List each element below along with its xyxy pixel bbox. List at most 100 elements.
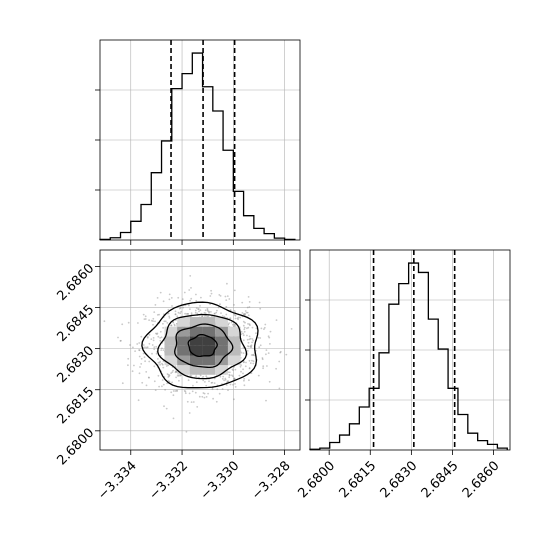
sample-point — [213, 312, 216, 315]
sample-point — [204, 312, 207, 315]
sample-point — [213, 312, 216, 315]
sample-point — [144, 346, 146, 349]
sample-point — [255, 332, 257, 335]
sample-point — [241, 301, 244, 304]
sample-point — [167, 380, 170, 382]
joint-density-frame — [99, 249, 301, 451]
sample-point — [188, 304, 190, 307]
sample-point — [234, 386, 237, 388]
sample-point — [144, 360, 147, 363]
sample-point — [230, 321, 233, 324]
sample-point — [127, 321, 130, 324]
sample-point — [172, 390, 175, 392]
sample-point — [212, 397, 215, 400]
sample-point — [252, 339, 255, 342]
sample-point — [161, 362, 163, 365]
sample-point — [204, 315, 206, 317]
sample-point — [279, 350, 282, 353]
sample-point — [141, 381, 144, 384]
sample-point — [198, 395, 201, 398]
sample-point — [137, 322, 139, 324]
sample-point — [249, 346, 252, 348]
sample-point — [178, 307, 181, 310]
sample-point — [192, 401, 195, 403]
sample-point — [170, 297, 173, 299]
density-cell — [164, 355, 178, 366]
density-cell — [164, 326, 178, 337]
sample-point — [138, 349, 141, 351]
histogram-step-line — [309, 262, 508, 450]
sample-point — [251, 326, 254, 329]
sample-point — [189, 299, 192, 302]
sample-point — [233, 377, 236, 380]
density-cell — [189, 355, 203, 366]
sample-point — [144, 315, 147, 318]
sample-point — [201, 315, 204, 318]
sample-point — [154, 320, 156, 323]
sample-point — [189, 374, 192, 377]
density-cell — [202, 355, 216, 366]
sample-point — [145, 384, 148, 387]
sample-point — [163, 405, 165, 408]
sample-point — [170, 372, 173, 374]
sample-point — [250, 344, 253, 347]
sample-point — [207, 310, 209, 312]
density-cell — [177, 345, 190, 356]
sample-point — [248, 323, 251, 326]
x-tick-label: 2.6845 — [419, 458, 462, 501]
sample-point — [234, 317, 237, 320]
sample-point — [261, 357, 264, 359]
sample-point — [155, 345, 158, 348]
sample-point — [195, 381, 198, 384]
sample-point — [192, 384, 194, 387]
sample-point — [183, 291, 186, 294]
sample-point — [231, 323, 234, 326]
sample-point — [233, 304, 235, 306]
sample-point — [179, 312, 182, 315]
sample-point — [161, 363, 164, 366]
sample-point — [247, 323, 249, 325]
sample-point — [157, 335, 160, 338]
sample-point — [246, 345, 249, 347]
contour-line — [187, 333, 218, 358]
sample-point — [183, 390, 186, 392]
sample-point — [132, 346, 134, 349]
sample-point — [156, 332, 159, 335]
sample-point — [203, 311, 206, 314]
y-tick-label: 2.6815 — [55, 384, 98, 427]
sample-point — [242, 313, 245, 315]
sample-point — [240, 364, 243, 366]
sample-point — [168, 298, 171, 301]
sample-point — [262, 367, 264, 370]
sample-point — [195, 293, 197, 296]
sample-point — [136, 343, 139, 345]
sample-point — [244, 313, 246, 315]
density-cell — [227, 355, 241, 366]
sample-point — [251, 338, 254, 340]
sample-point — [168, 293, 171, 296]
sample-point — [152, 339, 155, 342]
sample-point — [250, 354, 253, 356]
x-tick-label: −3.328 — [249, 458, 294, 503]
sample-point — [153, 311, 156, 313]
sample-point — [206, 309, 209, 311]
sample-point — [246, 306, 249, 309]
sample-point — [232, 369, 235, 371]
sample-point — [243, 330, 246, 333]
sample-point — [227, 323, 230, 326]
sample-point — [249, 337, 252, 340]
sample-point — [157, 358, 159, 360]
sample-point — [175, 376, 178, 379]
sample-point — [152, 320, 155, 322]
sample-point — [290, 328, 293, 330]
sample-point — [223, 379, 226, 382]
density-cell — [215, 345, 228, 356]
sample-point — [147, 336, 149, 338]
density-cell — [164, 345, 178, 356]
sample-point — [151, 352, 153, 355]
sample-point — [156, 314, 159, 316]
sample-point — [233, 377, 236, 380]
y-tick-label: 2.6845 — [55, 302, 98, 345]
sample-point — [171, 371, 174, 373]
